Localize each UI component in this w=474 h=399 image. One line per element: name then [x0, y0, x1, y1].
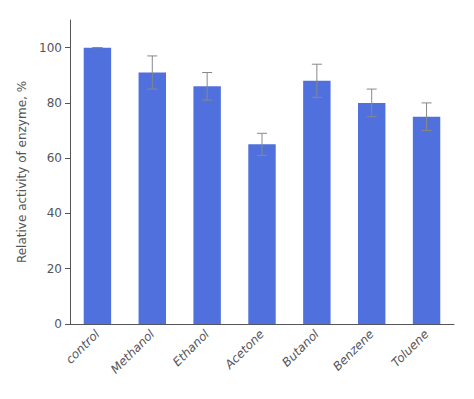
- svg-text:Methanol: Methanol: [108, 327, 158, 377]
- svg-text:60: 60: [47, 151, 62, 165]
- svg-text:80: 80: [47, 96, 62, 110]
- svg-text:20: 20: [47, 262, 62, 276]
- svg-text:Relative activity of enzyme, %: Relative activity of enzyme, %: [15, 81, 29, 263]
- svg-text:Butanol: Butanol: [279, 327, 322, 370]
- svg-text:Acetone: Acetone: [222, 327, 267, 372]
- svg-text:Toluene: Toluene: [389, 327, 432, 370]
- svg-text:Benzene: Benzene: [330, 327, 377, 374]
- svg-text:40: 40: [47, 206, 62, 220]
- svg-text:100: 100: [39, 41, 62, 55]
- svg-text:control: control: [63, 327, 103, 367]
- svg-text:0: 0: [54, 317, 62, 331]
- svg-text:Ethanol: Ethanol: [170, 327, 213, 370]
